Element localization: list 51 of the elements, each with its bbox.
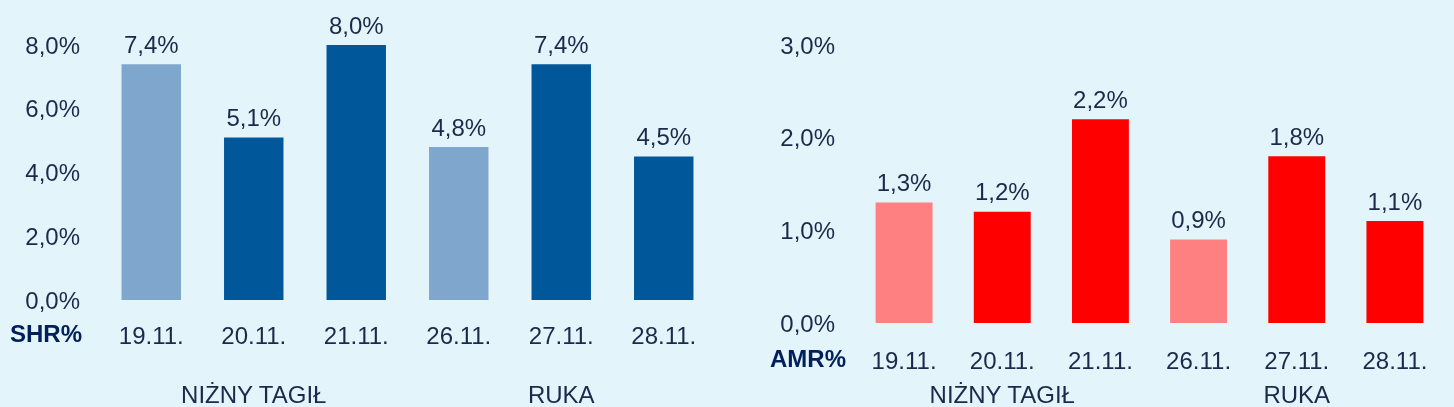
x-tick-label: 26.11. xyxy=(1166,346,1232,374)
bar xyxy=(326,45,386,300)
data-label: 8,0% xyxy=(328,11,384,39)
bar xyxy=(121,64,181,300)
x-tick-label: 28.11. xyxy=(1362,346,1428,374)
x-tick-label: 21.11. xyxy=(323,321,389,349)
bar xyxy=(1071,119,1129,323)
bar xyxy=(1170,239,1228,323)
text: RUKA xyxy=(527,380,595,407)
bar xyxy=(875,202,933,323)
data-label: 1,3% xyxy=(876,169,932,197)
y-tick-label: 8,0% xyxy=(25,31,80,59)
y-tick-label: 1,0% xyxy=(780,216,835,244)
data-label: 0,9% xyxy=(1171,206,1226,234)
y-axis-title: SHR% xyxy=(10,319,83,347)
bar xyxy=(1366,221,1424,323)
x-tick-label: 20.11. xyxy=(221,321,287,349)
data-label: 1,1% xyxy=(1367,187,1423,215)
y-tick-label: 2,0% xyxy=(780,124,835,152)
y-tick-label: 3,0% xyxy=(780,31,835,59)
y-axis-title: AMR% xyxy=(770,344,846,372)
x-tick-label: 21.11. xyxy=(1067,346,1133,374)
data-label: 5,1% xyxy=(226,103,282,131)
x-tick-label: 28.11. xyxy=(631,321,697,349)
text: NIŻNY TAGIŁ xyxy=(181,380,327,407)
data-label: 7,4% xyxy=(123,30,179,58)
y-tick-label: 0,0% xyxy=(25,286,80,314)
bar xyxy=(1268,156,1326,323)
x-tick-label: 27.11. xyxy=(528,321,594,349)
bar xyxy=(973,211,1031,323)
bar xyxy=(224,137,284,300)
x-tick-label: 27.11. xyxy=(1264,346,1330,374)
data-label: 1,2% xyxy=(974,178,1030,206)
y-tick-label: 2,0% xyxy=(25,222,80,250)
data-label: 7,4% xyxy=(533,30,589,58)
y-tick-label: 6,0% xyxy=(25,95,80,123)
bar xyxy=(429,147,489,300)
bar xyxy=(634,156,694,300)
y-tick-label: 0,0% xyxy=(780,309,835,337)
data-label: 4,8% xyxy=(431,113,487,141)
data-label: 2,2% xyxy=(1073,85,1128,113)
x-tick-label: 19.11. xyxy=(871,346,937,374)
bar xyxy=(531,64,591,300)
text: RUKA xyxy=(1263,380,1331,407)
text: NIŻNY TAGIŁ xyxy=(929,380,1075,407)
data-label: 1,8% xyxy=(1269,122,1325,150)
x-tick-label: 20.11. xyxy=(969,346,1035,374)
y-tick-label: 4,0% xyxy=(25,159,80,186)
x-tick-label: 19.11. xyxy=(118,321,184,349)
data-label: 4,5% xyxy=(636,123,692,151)
x-tick-label: 26.11. xyxy=(426,321,492,349)
